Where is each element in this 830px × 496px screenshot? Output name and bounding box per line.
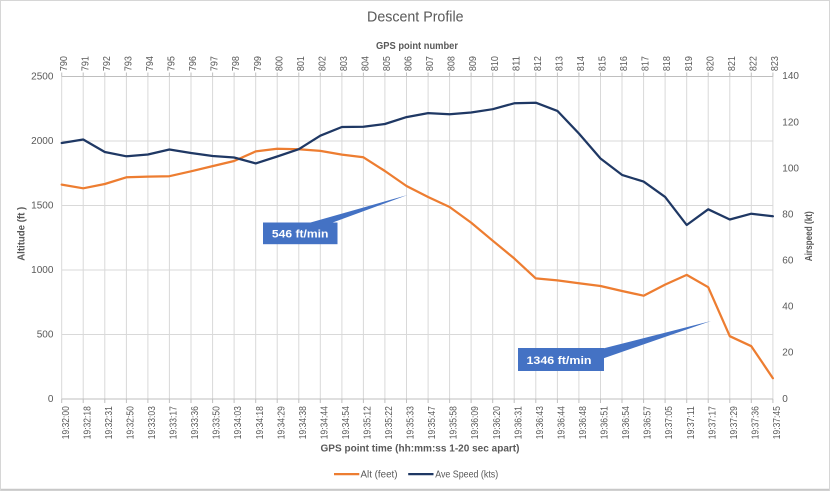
svg-text:0: 0 (782, 394, 788, 405)
svg-text:821: 821 (727, 56, 738, 71)
svg-text:797: 797 (210, 56, 221, 71)
svg-text:19:32:18: 19:32:18 (82, 406, 93, 439)
svg-text:19:36:20: 19:36:20 (492, 406, 503, 439)
svg-text:822: 822 (748, 56, 759, 71)
svg-text:Alt (feet): Alt (feet) (361, 470, 398, 481)
svg-text:Airspeed (kt): Airspeed (kt) (804, 211, 815, 261)
svg-text:20: 20 (782, 348, 794, 359)
svg-text:823: 823 (770, 56, 781, 71)
svg-text:80: 80 (782, 210, 794, 221)
svg-text:803: 803 (339, 56, 350, 71)
svg-text:GPS point number: GPS point number (376, 41, 458, 52)
svg-text:19:34:03: 19:34:03 (233, 406, 244, 439)
svg-text:19:37:17: 19:37:17 (707, 406, 718, 439)
svg-text:811: 811 (511, 56, 522, 71)
svg-text:809: 809 (468, 56, 479, 71)
svg-text:815: 815 (598, 56, 609, 71)
svg-text:19:36:44: 19:36:44 (557, 406, 568, 439)
svg-text:790: 790 (59, 56, 70, 71)
svg-text:805: 805 (382, 56, 393, 71)
svg-text:791: 791 (80, 56, 91, 71)
svg-text:19:37:36: 19:37:36 (750, 406, 761, 439)
svg-text:19:34:44: 19:34:44 (319, 406, 330, 439)
svg-text:1500: 1500 (31, 200, 54, 211)
svg-text:19:35:22: 19:35:22 (384, 406, 395, 439)
svg-text:19:33:36: 19:33:36 (190, 406, 201, 439)
svg-text:19:37:11: 19:37:11 (686, 406, 697, 439)
svg-text:19:32:50: 19:32:50 (126, 406, 137, 439)
svg-text:1346 ft/min: 1346 ft/min (527, 355, 592, 367)
svg-text:801: 801 (296, 56, 307, 71)
svg-text:19:36:51: 19:36:51 (600, 406, 611, 439)
svg-text:19:35:12: 19:35:12 (363, 406, 374, 439)
svg-text:802: 802 (317, 56, 328, 71)
svg-text:19:35:47: 19:35:47 (427, 406, 438, 439)
svg-text:817: 817 (641, 56, 652, 71)
svg-text:0: 0 (48, 394, 54, 405)
svg-text:810: 810 (490, 56, 501, 71)
svg-text:2500: 2500 (31, 71, 54, 82)
svg-text:19:35:33: 19:35:33 (406, 406, 417, 439)
svg-text:19:34:38: 19:34:38 (298, 406, 309, 439)
svg-text:800: 800 (274, 56, 285, 71)
svg-text:19:36:48: 19:36:48 (578, 406, 589, 439)
svg-text:794: 794 (145, 56, 156, 71)
svg-text:19:33:17: 19:33:17 (169, 406, 180, 439)
svg-text:793: 793 (124, 56, 135, 71)
svg-text:820: 820 (705, 56, 716, 71)
svg-text:816: 816 (619, 56, 630, 71)
svg-text:792: 792 (102, 56, 113, 71)
svg-text:818: 818 (662, 56, 673, 71)
svg-text:60: 60 (782, 256, 794, 267)
svg-text:807: 807 (425, 56, 436, 71)
svg-text:19:32:31: 19:32:31 (104, 406, 115, 439)
svg-text:796: 796 (188, 56, 199, 71)
svg-text:100: 100 (782, 163, 799, 174)
svg-text:795: 795 (167, 56, 178, 71)
svg-text:19:36:54: 19:36:54 (621, 406, 632, 439)
svg-text:19:33:50: 19:33:50 (212, 406, 223, 439)
svg-text:2000: 2000 (31, 136, 54, 147)
svg-text:120: 120 (782, 117, 799, 128)
svg-text:819: 819 (684, 56, 695, 71)
svg-text:19:37:29: 19:37:29 (729, 406, 740, 439)
svg-text:19:37:05: 19:37:05 (664, 406, 675, 439)
svg-text:19:37:45: 19:37:45 (772, 406, 783, 439)
svg-text:19:35:58: 19:35:58 (449, 406, 460, 439)
svg-text:19:36:43: 19:36:43 (535, 406, 546, 439)
svg-text:19:36:57: 19:36:57 (643, 406, 654, 439)
svg-text:19:34:54: 19:34:54 (341, 406, 352, 439)
svg-text:19:36:31: 19:36:31 (513, 406, 524, 439)
svg-text:806: 806 (404, 56, 415, 71)
svg-text:813: 813 (555, 56, 566, 71)
svg-text:799: 799 (253, 56, 264, 71)
svg-text:814: 814 (576, 56, 587, 71)
svg-text:808: 808 (447, 56, 458, 71)
svg-text:140: 140 (782, 71, 799, 82)
svg-text:19:32:00: 19:32:00 (61, 406, 72, 439)
svg-text:19:34:18: 19:34:18 (255, 406, 266, 439)
svg-text:798: 798 (231, 56, 242, 71)
svg-text:40: 40 (782, 302, 794, 313)
svg-text:812: 812 (533, 56, 544, 71)
svg-text:Descent Profile: Descent Profile (367, 9, 464, 26)
svg-text:19:34:29: 19:34:29 (276, 406, 287, 439)
svg-text:GPS point time (hh:mm:ss 1-20: GPS point time (hh:mm:ss 1-20 sec apart) (321, 443, 520, 454)
svg-text:Ave Speed (kts): Ave Speed (kts) (435, 470, 498, 481)
svg-text:546 ft/min: 546 ft/min (272, 229, 329, 241)
svg-text:19:33:03: 19:33:03 (147, 406, 158, 439)
svg-text:Altitude (ft ): Altitude (ft ) (17, 207, 28, 261)
svg-text:1000: 1000 (31, 265, 54, 276)
svg-text:19:36:09: 19:36:09 (470, 406, 481, 439)
svg-text:500: 500 (37, 329, 54, 340)
svg-text:804: 804 (361, 56, 372, 71)
